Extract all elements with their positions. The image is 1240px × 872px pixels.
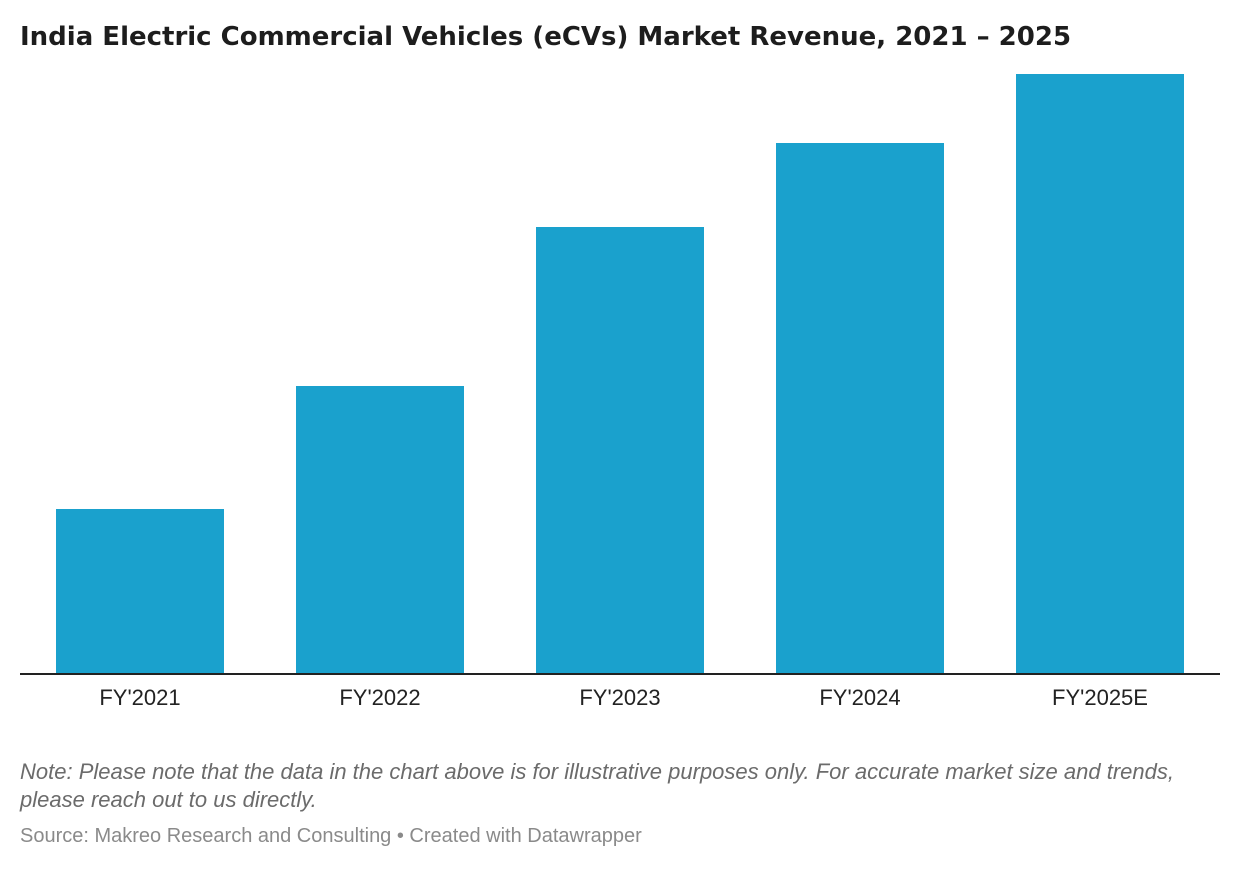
bar-fy2024 xyxy=(776,143,944,674)
bar-chart: FY'2021 FY'2022 FY'2023 FY'2024 FY'2025E xyxy=(20,74,1220,710)
bar-fy2023 xyxy=(536,227,704,674)
x-tick-label: FY'2021 xyxy=(99,685,180,710)
bars-group xyxy=(56,74,1184,674)
x-tick-label: FY'2022 xyxy=(339,685,420,710)
x-tick-label: FY'2025E xyxy=(1052,685,1148,710)
chart-note: Note: Please note that the data in the c… xyxy=(20,759,1174,812)
x-tick-label: FY'2024 xyxy=(819,685,900,710)
bar-fy2021 xyxy=(56,509,224,674)
chart-title: India Electric Commercial Vehicles (eCVs… xyxy=(20,22,1072,52)
bar-fy2022 xyxy=(296,386,464,674)
bar-fy2025e xyxy=(1016,74,1184,674)
chart-source: Source: Makreo Research and Consulting •… xyxy=(20,825,642,847)
x-tick-label: FY'2023 xyxy=(579,685,660,710)
x-tick-labels: FY'2021 FY'2022 FY'2023 FY'2024 FY'2025E xyxy=(99,685,1148,710)
